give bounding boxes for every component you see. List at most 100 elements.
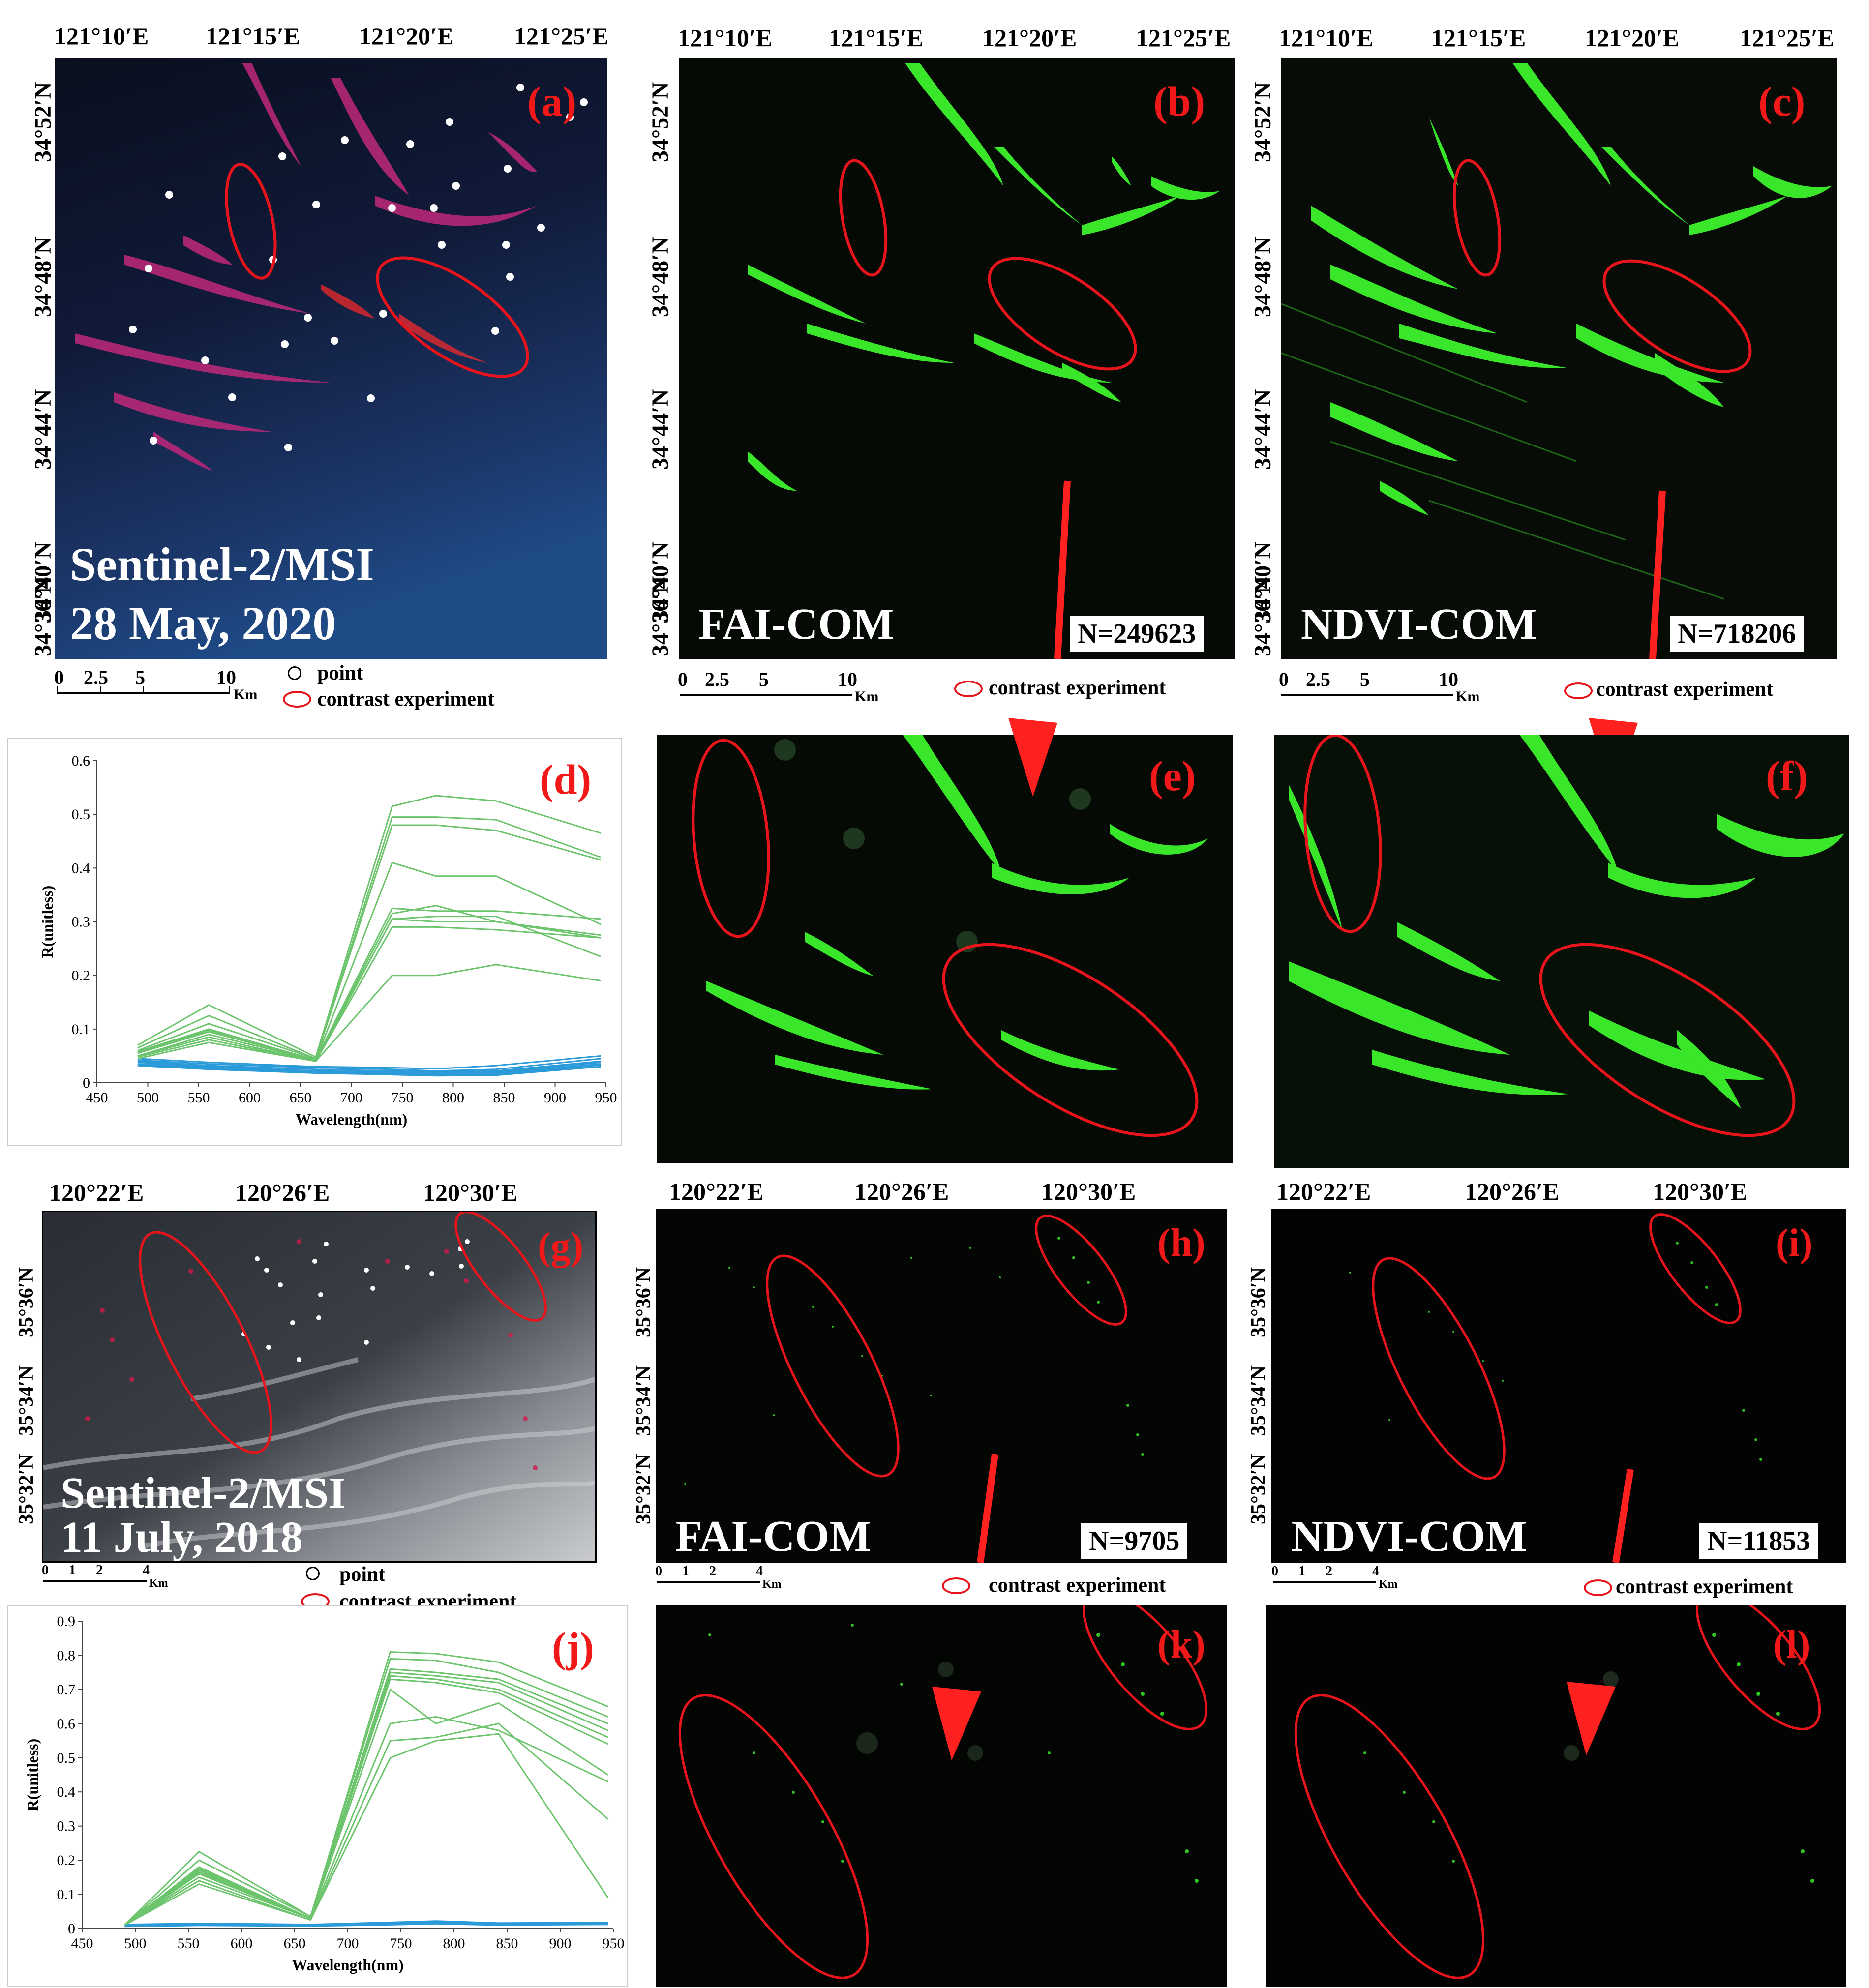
lon-tick: 120°26′E: [1465, 1178, 1560, 1205]
y-tick-label: 0.5: [72, 806, 90, 823]
x-tick-label: 500: [137, 1090, 159, 1106]
algae-spectrum-line: [124, 1678, 608, 1926]
ndvi-map-c: (c) NDVI-COM N=718206: [1281, 58, 1837, 659]
lat-tick: 35°32′N: [15, 1454, 38, 1524]
lat-tick: 35°34′N: [15, 1365, 38, 1436]
algae-spectrum-line: [124, 1658, 608, 1926]
algae-spectrum-line: [137, 824, 602, 1060]
ndvi-map-i: (i) NDVI-COM N=11853: [1271, 1209, 1846, 1563]
y-tick-label: 0.5: [57, 1750, 76, 1766]
water-spectrum-line: [137, 1060, 601, 1073]
algae-spectrum-line: [137, 916, 602, 1061]
lon-tick: 120°30′E: [1041, 1178, 1136, 1205]
panel-label-e: (e): [1149, 752, 1196, 800]
algae-spectrum-line: [124, 1675, 608, 1926]
lon-tick: 121°25′E: [1740, 24, 1835, 52]
y-tick-label: 0.1: [72, 1021, 90, 1038]
y-tick-label: 0: [68, 1921, 75, 1937]
image-date-g: 11 July, 2018: [60, 1513, 303, 1561]
x-tick-label: 750: [392, 1090, 414, 1106]
lat-tick: 35°36′N: [633, 1267, 655, 1337]
legend-contrast: contrast experiment: [317, 688, 495, 711]
ellipse-legend-icon: [954, 681, 983, 697]
spectra-chart-d: 450 500 550 600 650 700 750 800 850 900 950 0 0.1 0.2…: [7, 738, 622, 1146]
algae-spectrum-line: [137, 816, 602, 1060]
panel-label-f: (f): [1766, 752, 1808, 800]
legend-contrast: contrast experiment: [1616, 1575, 1793, 1598]
legend-contrast: contrast experiment: [989, 1574, 1166, 1597]
x-axis-label: Wavelength(nm): [292, 1956, 404, 1974]
satellite-name-g: Sentinel-2/MSI: [60, 1469, 346, 1517]
y-tick-label: 0.2: [72, 968, 90, 984]
x-tick-label: 550: [188, 1090, 210, 1106]
lat-tick: 35°36′N: [1247, 1267, 1270, 1337]
y-tick-label: 0.8: [57, 1647, 76, 1663]
satellite-image-a: (a) Sentinel-2/MSI 28 May, 2020: [55, 58, 607, 659]
panel-label-b: (b): [1153, 78, 1206, 125]
x-tick-label: 850: [493, 1090, 515, 1106]
algae-spectrum-line: [137, 964, 601, 1062]
lat-tick: 34°44′N: [1250, 389, 1276, 470]
algae-spectrum-line: [124, 1668, 608, 1926]
panel-label-g: (g): [538, 1225, 584, 1268]
x-tick-label: 600: [231, 1935, 253, 1952]
algae-spectrum-line: [124, 1722, 609, 1926]
lon-tick: 121°15′E: [206, 22, 301, 50]
lon-tick: 121°25′E: [514, 22, 609, 50]
lat-tick: 34°48′N: [1250, 237, 1276, 317]
water-spectrum-line: [124, 1923, 608, 1928]
y-tick-label: 0.6: [57, 1716, 76, 1732]
algae-spectrum-line: [124, 1716, 608, 1926]
chart-d-svg: 450 500 550 600 650 700 750 800 850 900 950 0 0.1 0.2…: [38, 753, 617, 1128]
lon-tick: 121°20′E: [1585, 24, 1680, 52]
lon-tick: 120°26′E: [854, 1178, 949, 1205]
algae-spectrum-line: [137, 905, 601, 1061]
x-tick-label: 450: [71, 1935, 93, 1952]
panel-label-c: (c): [1758, 78, 1806, 125]
y-axis-label: R(unitless): [24, 1739, 41, 1811]
lat-tick: 35°34′N: [633, 1365, 655, 1436]
water-spectrum-line: [137, 1063, 601, 1075]
lon-tick: 121°15′E: [829, 24, 924, 52]
x-axis-label: Wavelength(nm): [296, 1110, 408, 1128]
method-label-b: FAI-COM: [698, 600, 895, 649]
legend-contrast: contrast experiment: [989, 677, 1166, 699]
ndvi-zoom-f: (f): [1274, 735, 1849, 1168]
lat-tick: 35°32′N: [1247, 1454, 1270, 1524]
algae-spectrum-line: [124, 1733, 609, 1926]
lon-tick: 120°30′E: [1653, 1178, 1748, 1205]
y-tick-label: 0: [83, 1075, 90, 1091]
lon-tick: 120°22′E: [669, 1178, 764, 1205]
lon-tick: 120°26′E: [235, 1179, 330, 1206]
water-spectrum-line: [137, 1058, 601, 1072]
x-tick-label: 900: [544, 1090, 566, 1106]
fai-map-b: (b) FAI-COM N=249623: [679, 58, 1235, 659]
x-tick-label: 650: [290, 1090, 312, 1106]
lat-tick: 34°44′N: [647, 389, 673, 470]
y-tick-label: 0.9: [57, 1613, 76, 1630]
lat-tick: 34°48′N: [30, 237, 56, 317]
method-label-i: NDVI-COM: [1291, 1512, 1527, 1561]
lat-tick: 34°52′N: [647, 82, 673, 162]
panel-label-d: (d): [540, 756, 592, 803]
panel-label-j: (j): [552, 1624, 594, 1671]
x-tick-label: 950: [595, 1090, 617, 1106]
water-spectrum-line: [137, 1065, 601, 1077]
lon-tick: 120°30′E: [423, 1179, 518, 1206]
x-tick-label: 800: [443, 1935, 465, 1952]
fai-zoom-e: (e): [657, 735, 1233, 1163]
algae-spectrum-line: [124, 1671, 608, 1926]
algae-spectrum-line: [137, 926, 601, 1062]
algae-spectrum-line: [124, 1688, 609, 1926]
y-tick-label: 0.1: [57, 1887, 76, 1903]
panel-label-l: (l): [1773, 1623, 1810, 1666]
lon-tick: 121°15′E: [1431, 24, 1526, 52]
arrow-icon: [1567, 1682, 1616, 1755]
panel-label-a: (a): [527, 78, 577, 125]
lon-tick: 120°22′E: [1276, 1178, 1371, 1205]
ellipse-legend-icon: [942, 1577, 970, 1594]
x-tick-label: 500: [124, 1935, 147, 1952]
scale-bar: 0 2.5 5 10 Km: [54, 666, 258, 703]
fai-map-h: (h) FAI-COM N=9705: [656, 1209, 1227, 1563]
chart-j-svg: 450 500 550 600 650 700 750 800 850 900 950 0 0.1 0.2…: [24, 1613, 625, 1974]
